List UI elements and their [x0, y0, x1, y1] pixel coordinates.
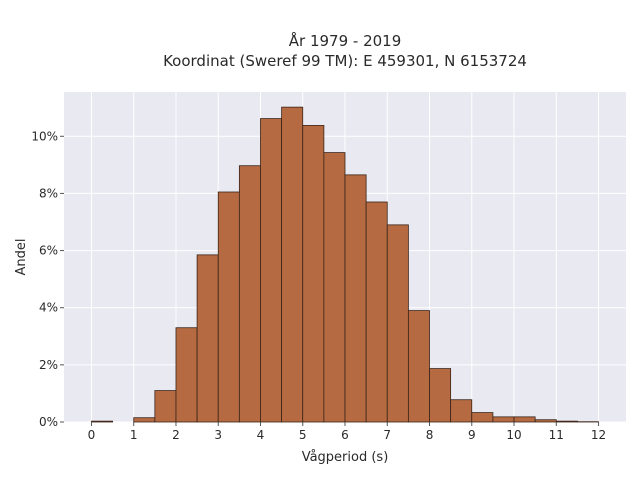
x-tick-label: 2 — [172, 428, 180, 442]
y-axis-ticks: 0% 2% 4% 6% 8% 10% — [31, 129, 64, 429]
histogram-bar — [323, 152, 346, 423]
histogram-bar — [217, 191, 240, 423]
chart-title: År 1979 - 2019 — [289, 31, 402, 50]
x-tick-label: 0 — [88, 428, 96, 442]
y-axis-label: Andel — [14, 239, 29, 276]
histogram-bar — [429, 368, 452, 423]
x-tick-label: 10 — [506, 428, 521, 442]
histogram-bar — [407, 310, 430, 423]
histogram-bar — [175, 327, 198, 423]
x-tick-label: 7 — [383, 428, 391, 442]
histogram-bar — [154, 390, 177, 423]
histogram-bar — [492, 416, 515, 423]
y-tick-label: 2% — [39, 358, 58, 372]
y-tick-label: 10% — [31, 129, 58, 143]
histogram-bar — [260, 118, 283, 423]
x-tick-label: 9 — [468, 428, 476, 442]
histogram-bar — [471, 412, 494, 423]
y-tick-label: 6% — [39, 244, 58, 258]
histogram-bar — [386, 224, 409, 423]
y-tick-label: 0% — [39, 415, 58, 429]
x-tick-label: 6 — [341, 428, 349, 442]
x-tick-label: 1 — [130, 428, 138, 442]
histogram-bar — [365, 201, 388, 423]
histogram-bar — [302, 125, 325, 423]
x-tick-label: 5 — [299, 428, 307, 442]
y-tick-label: 8% — [39, 186, 58, 200]
histogram-bar — [513, 416, 536, 423]
x-axis-ticks: 0 1 2 3 4 5 6 7 8 9 10 11 12 — [88, 422, 606, 442]
x-tick-label: 3 — [214, 428, 222, 442]
histogram-bar — [534, 419, 557, 423]
histogram-bar — [238, 165, 261, 423]
x-tick-label: 4 — [257, 428, 265, 442]
histogram-bar — [344, 174, 367, 423]
x-tick-label: 12 — [591, 428, 606, 442]
histogram-bar — [196, 254, 219, 423]
histogram-bar — [133, 417, 156, 423]
histogram-bar — [450, 399, 473, 423]
histogram-bar — [555, 420, 578, 423]
histogram-bar — [281, 106, 304, 423]
x-axis-label: Vågperiod (s) — [302, 450, 389, 465]
y-tick-label: 4% — [39, 301, 58, 315]
histogram-bars — [91, 106, 599, 423]
histogram-bar — [91, 420, 113, 423]
x-tick-label: 11 — [549, 428, 564, 442]
x-tick-label: 8 — [426, 428, 434, 442]
chart-subtitle: Koordinat (Sweref 99 TM): E 459301, N 61… — [163, 52, 527, 70]
